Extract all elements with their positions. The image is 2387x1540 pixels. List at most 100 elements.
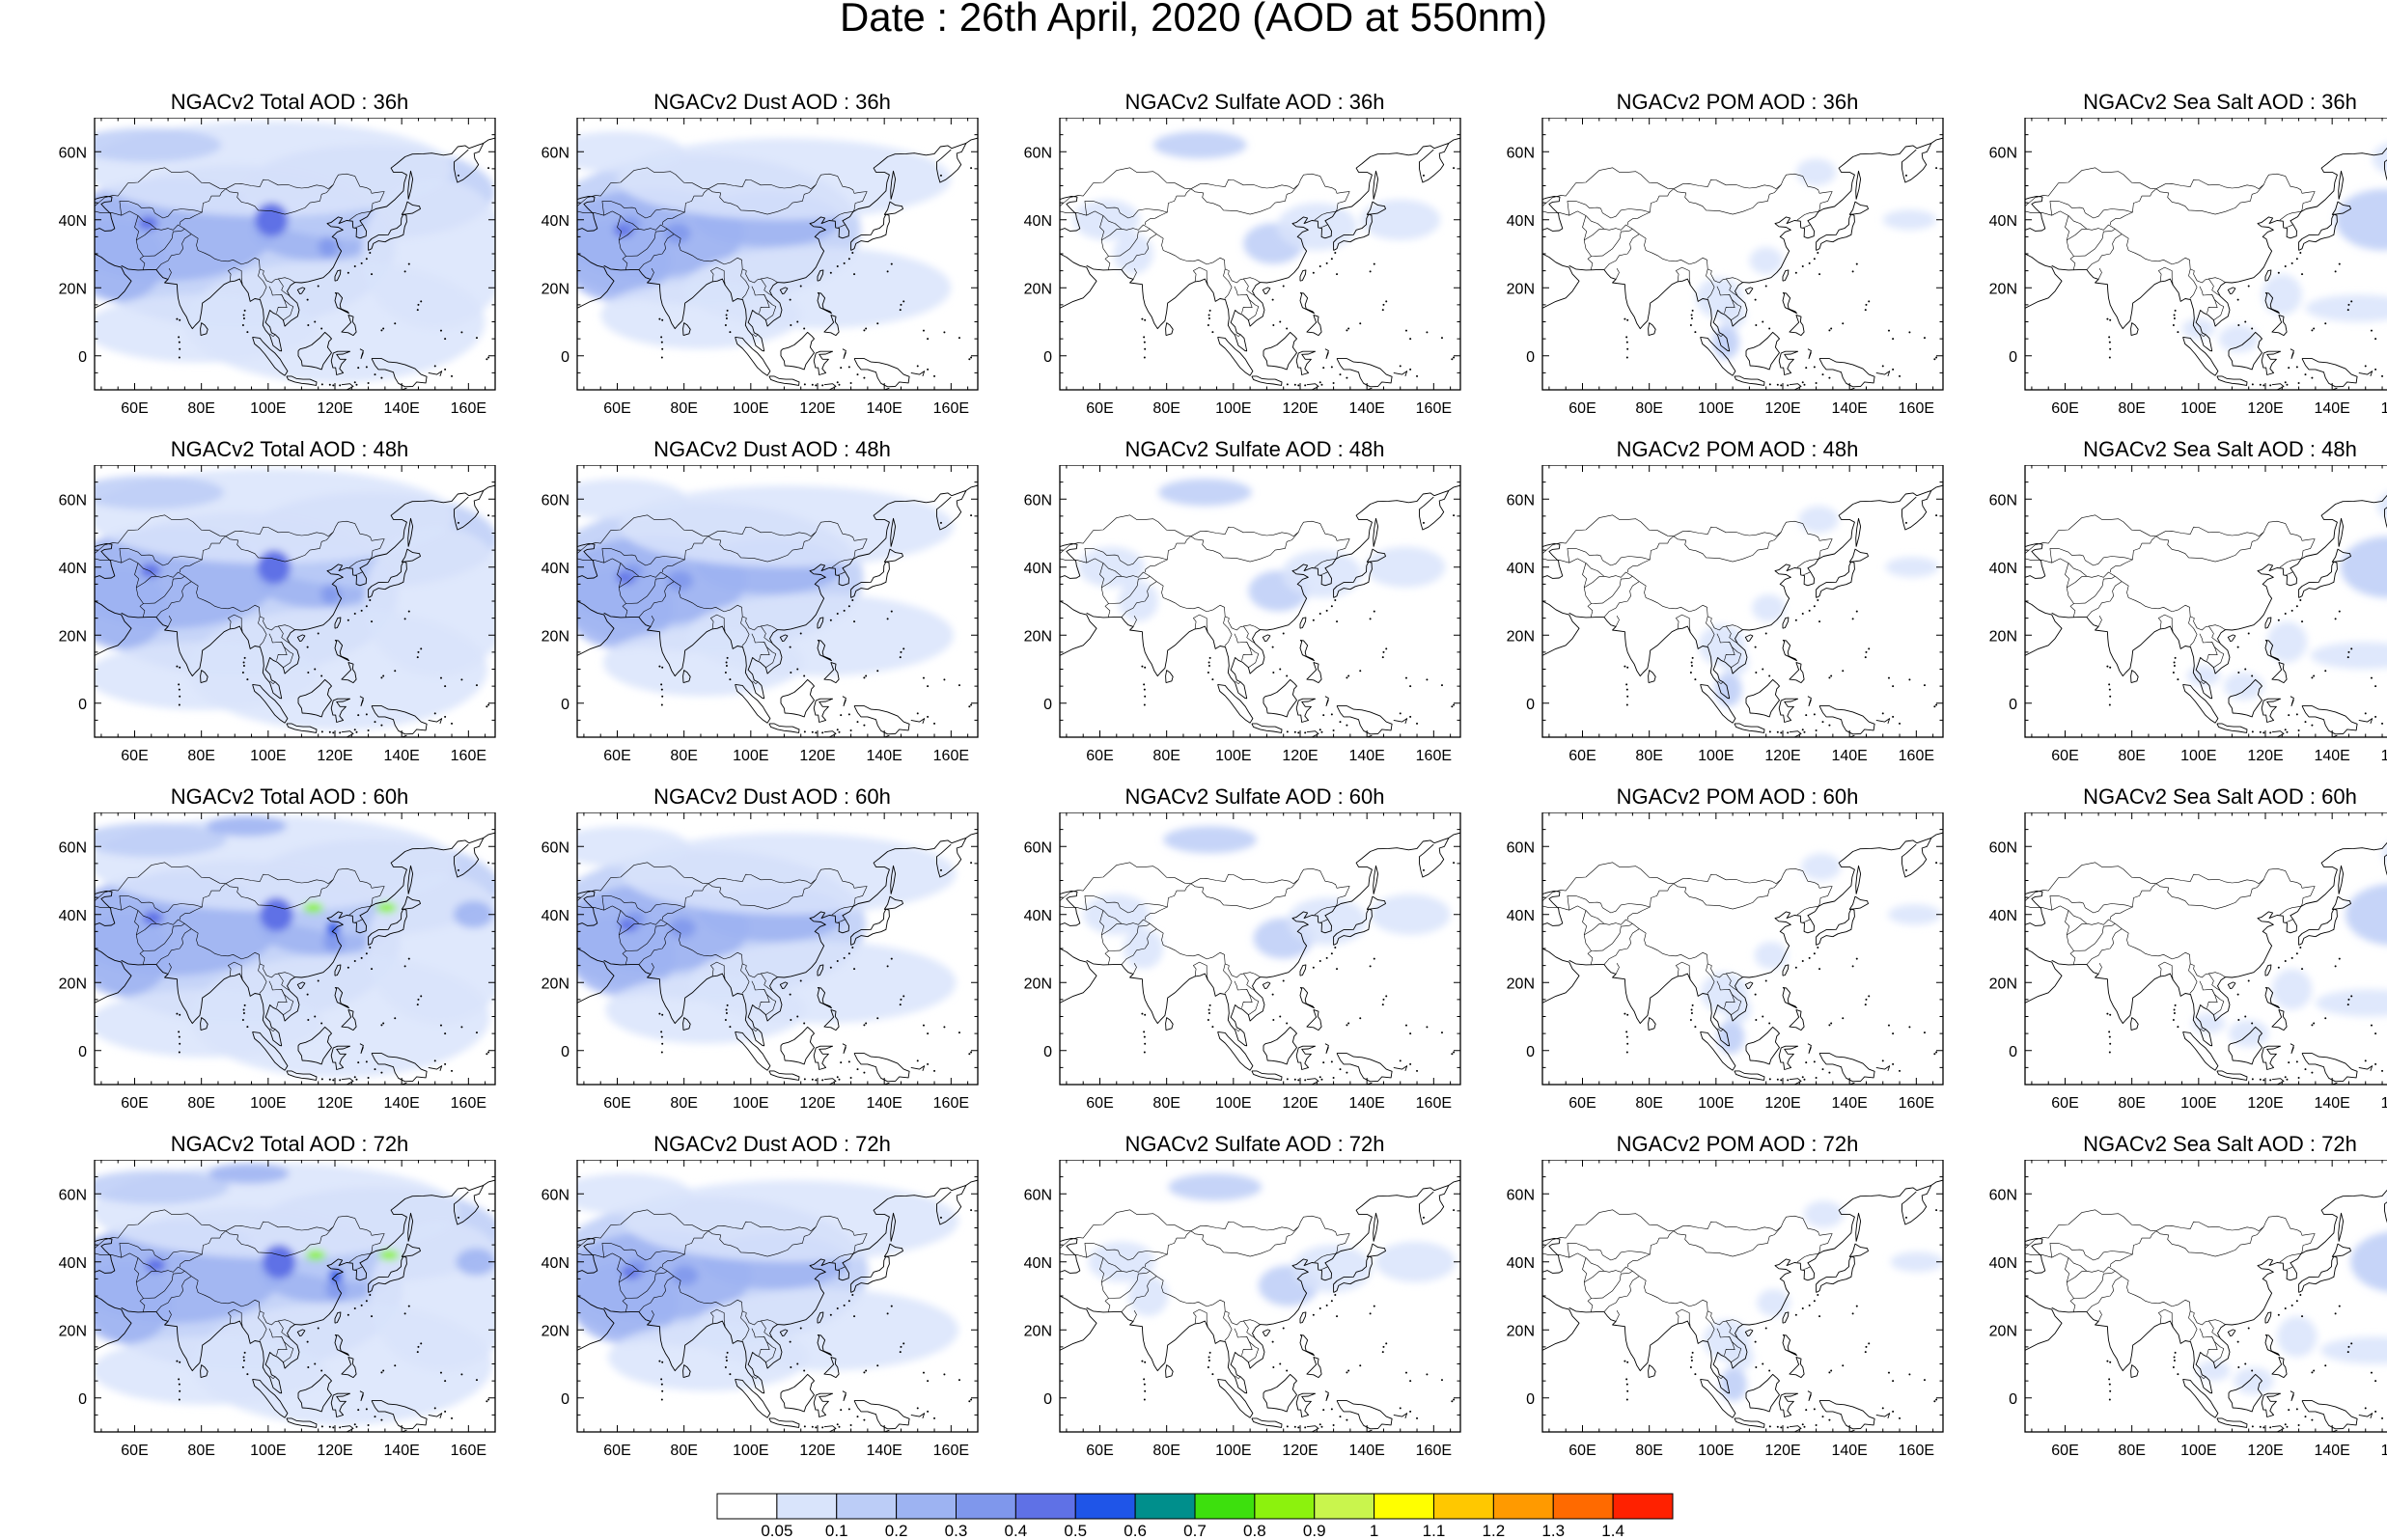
border: [1796, 559, 1818, 568]
island: [1690, 1011, 1693, 1014]
aod-blob: [140, 564, 161, 578]
island: [1381, 309, 1384, 312]
aod-blob: [95, 1336, 326, 1405]
island: [328, 1078, 331, 1081]
aod-blob: [95, 914, 170, 997]
island: [2251, 730, 2254, 733]
coastline: [407, 517, 414, 547]
lon-tick-label: 120E: [2247, 400, 2283, 417]
island: [933, 374, 936, 377]
island: [317, 979, 319, 982]
island: [970, 1209, 973, 1212]
island: [1399, 1407, 1402, 1410]
border: [1101, 1271, 1123, 1283]
island: [339, 384, 342, 387]
island: [2172, 672, 2175, 674]
panel-title: NGACv2 Total AOD : 60h: [170, 784, 409, 809]
coastline: [330, 1045, 351, 1070]
border: [1235, 1028, 1241, 1031]
island: [849, 1423, 852, 1426]
border: [1729, 989, 1742, 1015]
border: [740, 268, 750, 299]
island: [2269, 1079, 2272, 1082]
coastline: [2298, 561, 2338, 598]
island: [1908, 678, 1911, 681]
island: [660, 1051, 663, 1054]
island: [1694, 678, 1697, 681]
island: [821, 1426, 824, 1429]
islands: [1141, 167, 1456, 387]
axis-ticks: [1060, 465, 1460, 738]
island: [2295, 713, 2298, 716]
island: [357, 367, 360, 370]
island: [486, 1400, 488, 1403]
island: [1399, 1059, 1402, 1062]
island: [1422, 174, 1425, 177]
lon-tick-label: 80E: [670, 400, 697, 417]
island: [1899, 722, 1901, 725]
islands: [176, 514, 490, 734]
lat-tick-label: 40N: [1989, 908, 2017, 924]
border: [1803, 571, 1811, 575]
border: [2097, 963, 2102, 975]
island: [1143, 1383, 1146, 1386]
lon-tick-label: 140E: [1348, 748, 1384, 764]
border: [1121, 1276, 1157, 1312]
island: [729, 1373, 732, 1376]
border: [348, 906, 371, 916]
island: [2364, 1407, 2367, 1410]
lon-tick-label: 160E: [1899, 748, 1934, 764]
island: [1208, 656, 1211, 659]
island: [487, 1398, 490, 1401]
aod-blob: [1727, 1343, 1754, 1371]
axis-ticks: [95, 465, 495, 738]
colorbar-swatch: [1194, 1493, 1256, 1520]
border: [2188, 963, 2198, 994]
lat-tick-label: 0: [561, 349, 569, 366]
border: [1542, 1209, 1833, 1254]
coastline: [2130, 1364, 2139, 1379]
island: [1625, 1031, 1628, 1033]
island: [1359, 1017, 1362, 1020]
coastline: [1165, 322, 1174, 337]
lat-tick-label: 60N: [1507, 839, 1535, 856]
border: [1121, 234, 1157, 270]
aod-blob: [2271, 969, 2313, 1010]
coastline: [842, 1043, 847, 1055]
border: [1603, 581, 1640, 618]
island: [242, 316, 245, 319]
coastline: [341, 661, 357, 684]
border: [179, 883, 227, 921]
island: [724, 1366, 727, 1369]
island: [347, 1313, 349, 1316]
lat-tick-label: 20N: [1024, 628, 1052, 645]
island: [1286, 327, 1289, 330]
island: [1794, 271, 1797, 274]
island: [306, 993, 309, 996]
island: [1625, 336, 1628, 339]
border: [1060, 862, 1350, 907]
aod-blob: [1360, 199, 1441, 240]
border: [1099, 563, 1111, 618]
borders: [95, 167, 385, 337]
island: [2108, 1383, 2111, 1386]
coastline: [95, 1295, 132, 1351]
border: [1673, 532, 1782, 563]
island: [2295, 605, 2298, 608]
coastline: [2271, 661, 2288, 684]
island: [843, 1304, 846, 1306]
border: [258, 1310, 267, 1341]
island: [939, 1216, 942, 1219]
aod-blob: [1754, 941, 1789, 970]
coastline: [1648, 1017, 1656, 1031]
island: [242, 661, 245, 664]
border: [1099, 215, 1111, 270]
island: [1347, 674, 1350, 677]
island: [380, 329, 383, 332]
lon-tick-label: 140E: [1348, 400, 1384, 417]
lon-tick-label: 120E: [317, 748, 352, 764]
coastline: [2331, 201, 2351, 215]
island: [1440, 684, 1443, 687]
island: [1293, 383, 1296, 386]
